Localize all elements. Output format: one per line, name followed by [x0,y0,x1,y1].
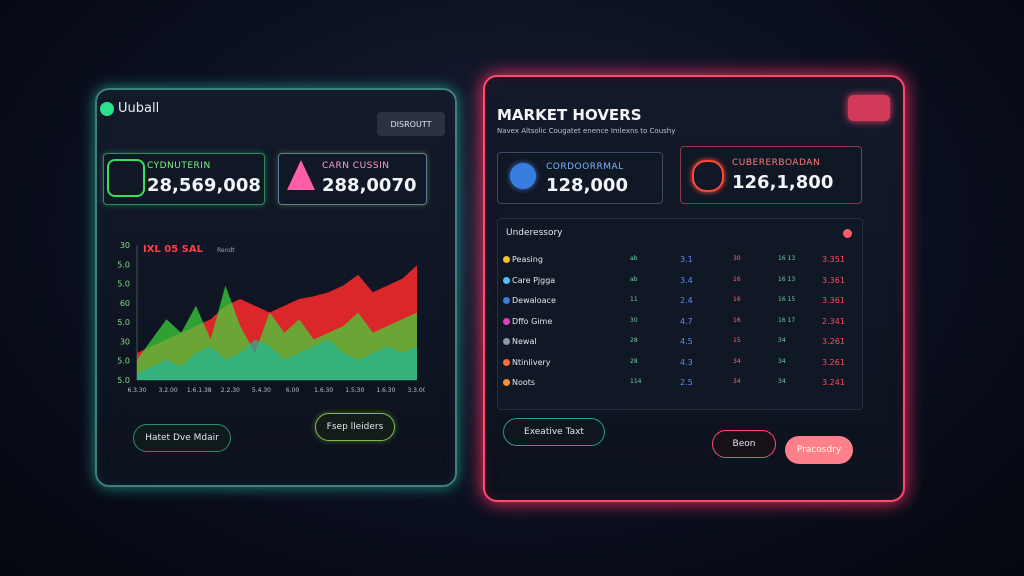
row-name: Noots [512,378,536,387]
table-cell: 16 15 [778,296,796,303]
table-cell: 16 13 [778,275,796,283]
stat-icon [107,159,145,197]
table-cell: 3.261 [822,337,845,346]
subtitle: Navex Altsolic Cougatet enence Imlexns t… [497,127,676,135]
y-axis-label: 5.0 [117,260,130,269]
table-cell: 34 [778,357,786,365]
table-cell: 3.361 [822,275,845,285]
table-cell: 4.7 [680,316,693,326]
footer-button[interactable]: Exeative Taxt [503,418,605,446]
y-axis-label: 5.0 [117,376,130,385]
row-icon [503,317,510,325]
table-title: Underessory [506,228,563,238]
footer-button[interactable]: Pracosdry [785,436,853,464]
table-cell: 2.4 [680,296,693,305]
x-axis-label: 1.6.30 [314,387,333,394]
table-cell: ab [630,275,638,283]
table-cell: 3.351 [822,255,845,264]
x-axis-label: 6.00 [286,387,300,394]
area [137,339,417,380]
row-icon [503,297,510,304]
table-cell: 3.361 [822,296,845,305]
stat-value: 288,0070 [322,175,417,196]
row-icon [503,256,510,263]
table-cell: 28 [630,357,638,365]
stat-label: CUBERERBOADAN [732,158,821,168]
table-cell: 4.3 [680,357,693,367]
table-icon [843,229,852,238]
y-axis-label: 5.0 [117,357,130,366]
row-name: Ntinlivery [512,357,551,367]
stat-label: CORDOORRMAL [546,162,624,172]
table-cell: 15 [733,337,741,344]
table-cell: 16 [733,316,741,324]
x-axis-label: 6.3.30 [127,387,146,394]
stat-value: 126,1,800 [732,172,834,193]
row-icon [503,358,510,366]
row-name: Peasing [512,255,543,264]
table-cell: ab [630,255,638,262]
top-button[interactable]: DISROUTT [377,112,445,136]
x-axis-label: 1.6.30 [376,387,395,394]
row-icon [503,276,510,284]
x-axis-label: 3.2.00 [159,387,178,394]
row-icon [503,338,510,345]
stat-icon [692,160,724,192]
y-axis-label: 5.0 [117,318,130,327]
stat-icon [510,163,536,189]
table-cell: 16 13 [778,255,796,262]
table-cell: 3.4 [680,275,693,285]
y-axis-label: 60 [120,299,130,308]
brand: Uuball [118,101,160,116]
stat-card [680,146,862,204]
x-axis-label: 5.4.30 [252,387,271,394]
table-cell: 34 [733,378,741,385]
table-cell: 3.241 [822,378,845,387]
y-axis-label: 30 [120,241,130,250]
table-cell: 16 17 [778,316,796,324]
row-name: Dffo Gime [512,316,553,326]
x-axis-label: 2.2.30 [221,387,240,394]
chart-subtitle: Rendt [217,247,235,254]
stat-value: 128,000 [546,175,628,196]
brand-icon [100,102,114,116]
table-cell: 30 [630,316,638,324]
footer-button[interactable]: Hatet Dve Mdair [133,424,231,452]
footer-button[interactable]: Fsep lleiders [315,413,395,441]
table-cell: 114 [630,378,642,385]
x-axis-label: 1.6.1.38 [187,387,212,394]
x-axis-label: 3.3.00 [407,387,425,394]
title: MARKET HOVERS [497,106,642,124]
table-cell: 16 [733,296,741,303]
table-cell: 3.1 [680,255,693,264]
row-name: Dewaloace [512,296,556,305]
table [497,218,863,410]
row-name: Care Pjgga [512,275,556,285]
chart-title: IXL 05 SAL [143,244,204,255]
area-chart: IXL 05 SAL Rendt 30 5.0 5.0 60 5.0 30 5.0 5.0 6.3.… [117,241,425,394]
stat-value: 28,569,008 [147,175,261,196]
stat-label: CYDNUTERIN [147,161,211,171]
y-axis-label: 5.0 [117,280,130,289]
table-cell: 11 [630,296,638,303]
icon-button[interactable] [848,95,890,121]
row-icon [503,379,510,386]
footer-button[interactable]: Beon [712,430,776,458]
table-cell: 2.5 [680,378,693,387]
stat-label: CARN CUSSIN [322,161,390,171]
table-cell: 34 [778,378,786,385]
y-axis-label: 30 [120,337,130,346]
table-cell: 34 [733,357,741,365]
table-cell: 4.5 [680,337,693,346]
table-cell: 30 [733,255,741,262]
table-cell: 34 [778,337,786,344]
table-cell: 3.261 [822,357,845,367]
stat-icon [287,160,315,190]
table-cell: 2.341 [822,316,845,326]
table-cell: 16 [733,275,741,283]
table-cell: 28 [630,337,638,344]
x-axis-label: 1.5.30 [345,387,364,394]
row-name: Newal [512,337,537,346]
